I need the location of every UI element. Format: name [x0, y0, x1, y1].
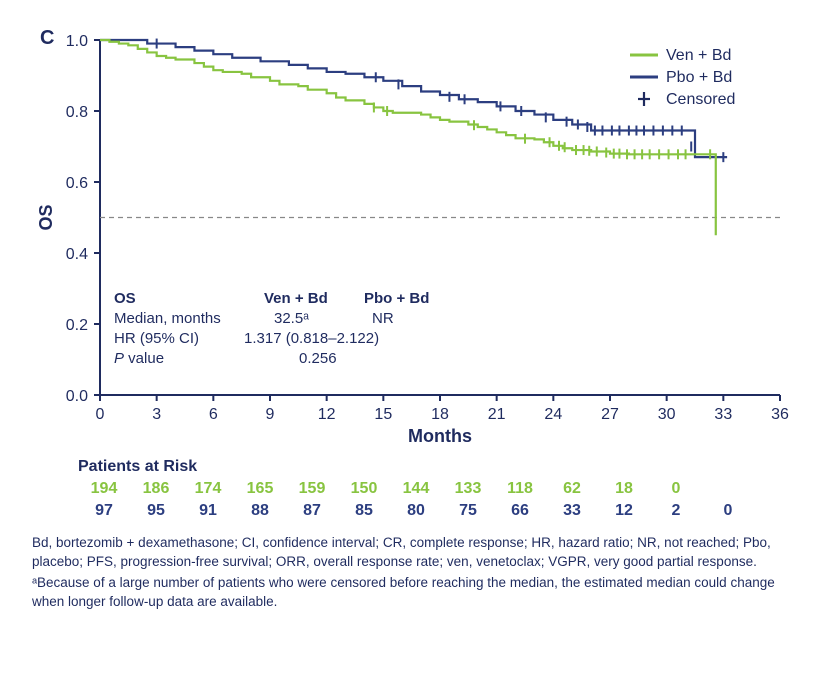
par-cell: 88: [234, 502, 286, 520]
par-cell: 194: [78, 480, 130, 498]
svg-text:Pbo + Bd: Pbo + Bd: [364, 290, 429, 307]
par-cell: 186: [130, 480, 182, 498]
patients-at-risk-title: Patients at Risk: [78, 458, 811, 476]
par-cell: 174: [182, 480, 234, 498]
svg-text:0.6: 0.6: [66, 175, 88, 192]
svg-text:OS: OS: [114, 290, 136, 307]
svg-text:1.317 (0.818–2.122): 1.317 (0.818–2.122): [244, 330, 379, 347]
par-cell: 75: [442, 502, 494, 520]
svg-text:Censored: Censored: [666, 91, 735, 108]
svg-text:36: 36: [771, 406, 789, 423]
svg-text:33: 33: [714, 406, 732, 423]
par-cell: 0: [650, 480, 702, 498]
svg-text:27: 27: [601, 406, 619, 423]
svg-text:0: 0: [96, 406, 105, 423]
svg-text:HR (95% CI): HR (95% CI): [114, 330, 199, 347]
svg-text:18: 18: [431, 406, 449, 423]
par-cell: 87: [286, 502, 338, 520]
svg-text:C: C: [40, 27, 54, 49]
par-cell: 133: [442, 480, 494, 498]
svg-text:P value: P value: [114, 350, 164, 367]
par-cell: 12: [598, 502, 650, 520]
par-cell: 33: [546, 502, 598, 520]
footnote-a: ᵃBecause of a large number of patients w…: [32, 574, 802, 612]
svg-text:3: 3: [152, 406, 161, 423]
svg-text:Pbo + Bd: Pbo + Bd: [666, 69, 732, 86]
svg-text:12: 12: [318, 406, 336, 423]
svg-text:30: 30: [658, 406, 676, 423]
chart-svg: C0.00.20.40.60.81.0036912151821242730333…: [30, 20, 810, 450]
svg-text:24: 24: [544, 406, 562, 423]
svg-text:Months: Months: [408, 426, 472, 446]
par-cell: 0: [702, 502, 754, 520]
par-cell: 2: [650, 502, 702, 520]
par-cell: 159: [286, 480, 338, 498]
par-cell: 144: [390, 480, 442, 498]
par-cell: 150: [338, 480, 390, 498]
par-cell: [702, 480, 754, 498]
par-row-pbo: 979591888785807566331220: [78, 502, 811, 520]
svg-text:0.4: 0.4: [66, 246, 88, 263]
par-cell: 118: [494, 480, 546, 498]
par-cell: 62: [546, 480, 598, 498]
svg-text:21: 21: [488, 406, 506, 423]
footnote-abbrev: Bd, bortezomib + dexamethasone; CI, conf…: [32, 534, 802, 572]
svg-text:Ven + Bd: Ven + Bd: [264, 290, 328, 307]
svg-text:OS: OS: [36, 204, 56, 230]
par-cell: 85: [338, 502, 390, 520]
par-row-ven: 19418617416515915014413311862180: [78, 480, 811, 498]
svg-text:Ven + Bd: Ven + Bd: [666, 47, 731, 64]
svg-text:NR: NR: [372, 310, 394, 327]
svg-text:32.5ᵃ: 32.5ᵃ: [274, 310, 309, 327]
par-cell: 97: [78, 502, 130, 520]
svg-text:1.0: 1.0: [66, 33, 88, 50]
par-cell: 95: [130, 502, 182, 520]
par-cell: 80: [390, 502, 442, 520]
svg-text:6: 6: [209, 406, 218, 423]
svg-text:Median, months: Median, months: [114, 310, 221, 327]
par-cell: 66: [494, 502, 546, 520]
par-cell: 165: [234, 480, 286, 498]
svg-text:0.256: 0.256: [299, 350, 337, 367]
svg-text:0.2: 0.2: [66, 317, 88, 334]
par-cell: 18: [598, 480, 650, 498]
svg-text:15: 15: [374, 406, 392, 423]
km-chart: C0.00.20.40.60.81.0036912151821242730333…: [30, 20, 811, 450]
svg-text:9: 9: [266, 406, 275, 423]
par-cell: 91: [182, 502, 234, 520]
svg-text:0.8: 0.8: [66, 104, 88, 121]
svg-text:0.0: 0.0: [66, 388, 88, 405]
